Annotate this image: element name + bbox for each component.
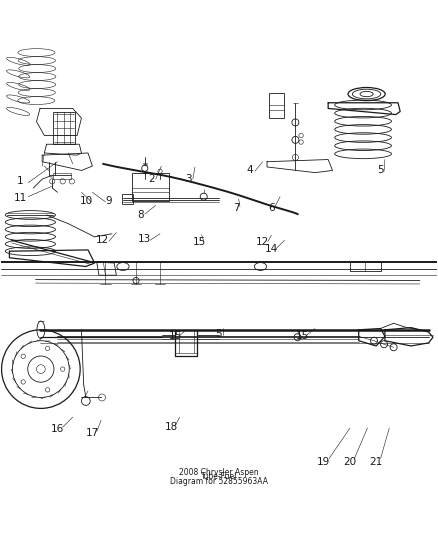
Text: 14: 14 (265, 244, 278, 254)
Text: Tube-Fuel: Tube-Fuel (201, 472, 237, 481)
Text: 15: 15 (295, 332, 309, 341)
Text: 2008 Chrysler Aspen: 2008 Chrysler Aspen (179, 468, 259, 477)
Bar (269, 93, 285, 118)
Text: 6: 6 (268, 203, 275, 213)
Bar (53, 111, 75, 144)
Bar (132, 173, 169, 201)
Text: 9: 9 (106, 196, 112, 206)
Text: 21: 21 (370, 457, 383, 467)
Bar (53, 173, 71, 179)
Text: 17: 17 (86, 429, 99, 438)
Text: 16: 16 (51, 424, 64, 434)
Bar (122, 195, 133, 204)
Text: 20: 20 (343, 457, 357, 467)
Text: 4: 4 (246, 165, 253, 175)
Text: 18: 18 (164, 422, 177, 432)
Text: 13: 13 (138, 235, 152, 245)
Text: 10: 10 (80, 196, 93, 206)
Text: 1: 1 (17, 176, 24, 187)
Text: 15: 15 (169, 332, 182, 341)
Text: Diagram for 52855963AA: Diagram for 52855963AA (170, 477, 268, 486)
Text: 11: 11 (14, 192, 27, 203)
Text: 7: 7 (233, 203, 240, 213)
Text: 2: 2 (148, 174, 155, 184)
Text: 19: 19 (317, 457, 330, 467)
Text: 5: 5 (215, 329, 223, 339)
Text: 3: 3 (185, 174, 192, 184)
Text: 5: 5 (377, 165, 384, 175)
Text: 8: 8 (137, 210, 144, 220)
Text: 12: 12 (256, 237, 269, 247)
Text: 15: 15 (193, 237, 206, 247)
Text: 12: 12 (96, 235, 109, 245)
